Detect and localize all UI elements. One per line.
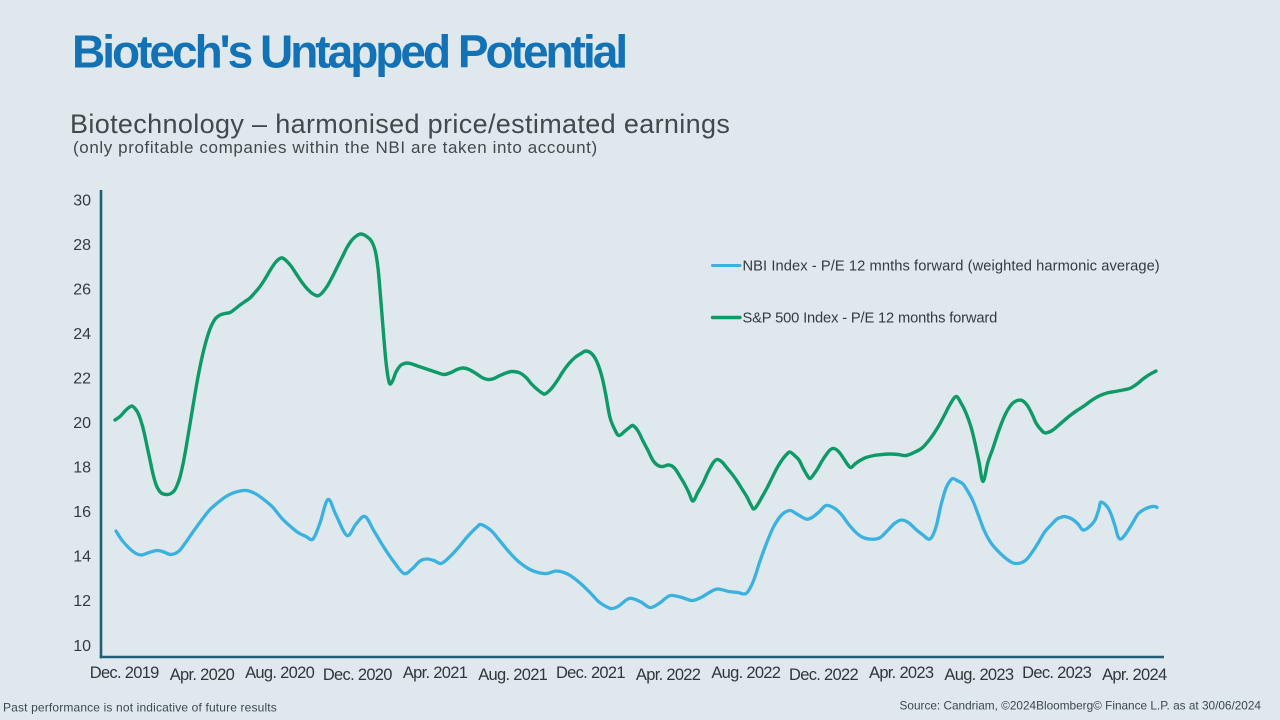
svg-text:Biotechnology – harmonised pri: Biotechnology – harmonised price/estimat… bbox=[70, 109, 730, 139]
svg-text:Aug. 2023: Aug. 2023 bbox=[944, 666, 1013, 684]
svg-text:22: 22 bbox=[73, 371, 91, 388]
svg-text:26: 26 bbox=[73, 281, 91, 298]
svg-text:NBI Index - P/E 12 mnths forwa: NBI Index - P/E 12 mnths forward (weight… bbox=[743, 259, 1160, 275]
svg-text:20: 20 bbox=[73, 415, 91, 432]
svg-text:Dec. 2023: Dec. 2023 bbox=[1022, 664, 1091, 682]
svg-text:Biotech's Untapped Potential: Biotech's Untapped Potential bbox=[72, 26, 625, 78]
svg-text:Dec. 2019: Dec. 2019 bbox=[90, 664, 159, 682]
svg-text:Apr. 2020: Apr. 2020 bbox=[170, 666, 235, 684]
svg-text:12: 12 bbox=[73, 593, 91, 610]
svg-text:S&P 500 Index - P/E 12 months: S&P 500 Index - P/E 12 months forward bbox=[743, 311, 998, 327]
svg-text:(only profitable companies wit: (only profitable companies within the NB… bbox=[73, 138, 598, 157]
svg-text:Dec. 2020: Dec. 2020 bbox=[323, 666, 392, 684]
svg-text:30: 30 bbox=[73, 192, 91, 209]
svg-text:Dec. 2022: Dec. 2022 bbox=[789, 666, 858, 684]
svg-text:10: 10 bbox=[73, 638, 91, 655]
svg-text:Apr. 2021: Apr. 2021 bbox=[403, 664, 468, 682]
svg-text:Apr. 2024: Apr. 2024 bbox=[1102, 666, 1167, 684]
svg-text:Dec. 2021: Dec. 2021 bbox=[556, 664, 625, 682]
svg-text:Apr. 2023: Apr. 2023 bbox=[869, 664, 934, 682]
svg-text:Aug. 2021: Aug. 2021 bbox=[478, 666, 547, 684]
svg-text:Apr. 2022: Apr. 2022 bbox=[636, 666, 701, 684]
svg-text:Past performance is not indica: Past performance is not indicative of fu… bbox=[3, 700, 277, 714]
svg-text:18: 18 bbox=[73, 460, 91, 477]
svg-text:14: 14 bbox=[73, 549, 91, 566]
svg-text:24: 24 bbox=[73, 326, 91, 343]
svg-text:Source: Candriam, ©2024Bloombe: Source: Candriam, ©2024Bloomberg© Financ… bbox=[900, 699, 1262, 713]
svg-text:Aug. 2020: Aug. 2020 bbox=[245, 664, 314, 682]
svg-text:16: 16 bbox=[73, 504, 91, 521]
svg-text:Aug. 2022: Aug. 2022 bbox=[711, 664, 780, 682]
svg-text:28: 28 bbox=[73, 237, 91, 254]
